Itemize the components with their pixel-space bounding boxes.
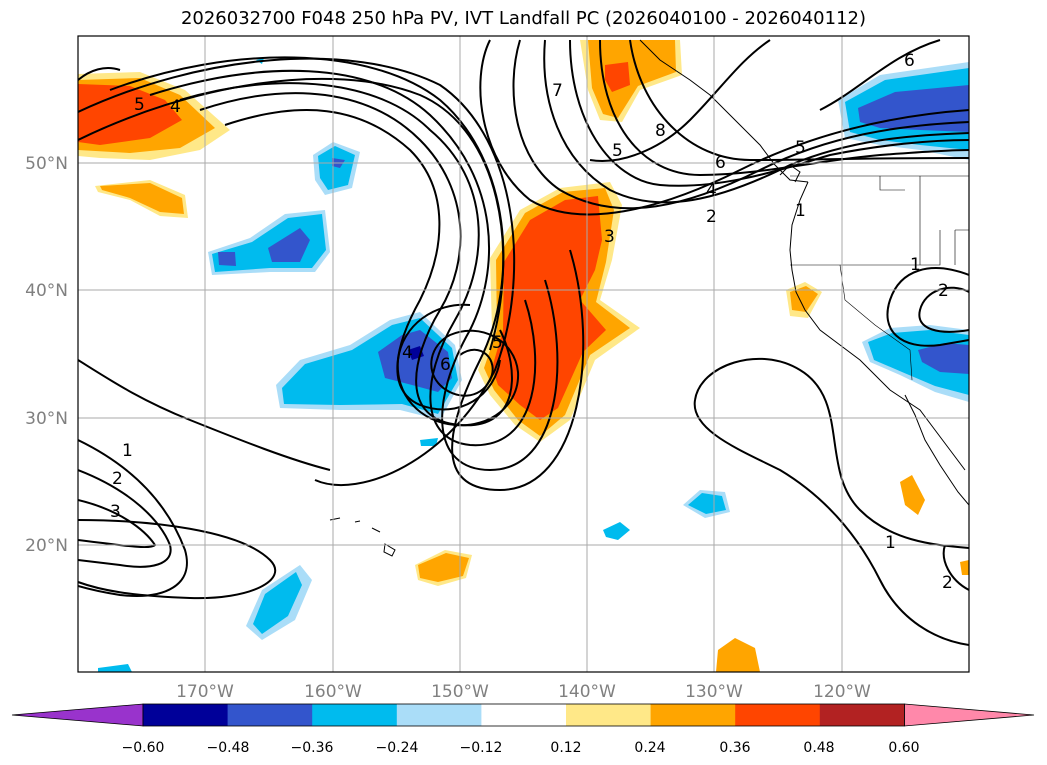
- contour-label: 6: [904, 51, 915, 71]
- colorbar-tick-label: −0.60: [122, 740, 165, 756]
- positive-shading-north: [580, 40, 682, 122]
- colorbar-swatch: [227, 704, 313, 726]
- colorbar-tick-label: −0.36: [291, 740, 334, 756]
- colorbar-swatch: [566, 704, 652, 726]
- contour-label: 6: [715, 153, 726, 173]
- graticule: [78, 36, 969, 672]
- colorbar-tick-label: −0.12: [460, 740, 503, 756]
- colorbar-ticks: −0.60 −0.48 −0.36 −0.24 −0.12 0.12 0.24 …: [122, 740, 920, 756]
- contour-label: 5: [795, 138, 806, 158]
- lon-label: 150°W: [431, 682, 489, 702]
- contour-label: 4: [402, 343, 413, 363]
- contour-label: 4: [170, 97, 181, 117]
- colorbar-tick-label: −0.48: [207, 740, 250, 756]
- contour-labels: 1 2 3 4 5 6 7 8 5 4 6 5 4 2 1 3 5 6 1 2 …: [110, 51, 953, 593]
- contour-label: 1: [910, 255, 921, 275]
- contour-label: 5: [134, 95, 145, 115]
- contour-label: 2: [942, 573, 953, 593]
- lon-label: 120°W: [813, 682, 871, 702]
- contour-label: 3: [604, 227, 615, 247]
- contour-label: 8: [655, 121, 666, 141]
- colorbar-frame: [142, 703, 905, 727]
- lat-labels: 50°N 40°N 30°N 20°N: [25, 154, 68, 556]
- colorbar-tick-label: 0.36: [719, 740, 750, 756]
- lon-label: 140°W: [558, 682, 616, 702]
- lat-label: 50°N: [25, 154, 68, 174]
- contour-label: 1: [795, 201, 806, 221]
- coastlines: [329, 39, 969, 557]
- map-title: 2026032700 F048 250 hPa PV, IVT Landfall…: [180, 8, 867, 29]
- contour-label: 2: [706, 207, 717, 227]
- lon-label: 170°W: [176, 682, 234, 702]
- contour-label: 3: [110, 502, 121, 522]
- map-frame: [77, 35, 970, 673]
- lat-label: 20°N: [25, 536, 68, 556]
- pv-contours: [78, 39, 969, 646]
- contour-label: 1: [885, 533, 896, 553]
- colorbar-swatch: [481, 704, 567, 726]
- positive-shading-blob: [95, 180, 188, 218]
- colorbar-swatch: [312, 704, 398, 726]
- colorbar: [11, 703, 1035, 727]
- colorbar-swatch: [904, 703, 1035, 727]
- negative-shading-bands: [98, 58, 730, 672]
- contour-label: 2: [112, 469, 123, 489]
- colorbar-tick-label: 0.48: [803, 740, 834, 756]
- contour-label: 7: [552, 81, 563, 101]
- negative-shading-west: [276, 312, 462, 446]
- lon-label: 130°W: [685, 682, 743, 702]
- colorbar-swatch: [819, 704, 905, 726]
- lat-label: 40°N: [25, 281, 68, 301]
- colorbar-tick-label: 0.60: [888, 740, 919, 756]
- contour-label: 2: [938, 281, 949, 301]
- colorbar-tick-label: 0.24: [634, 740, 665, 756]
- contour-label: 6: [440, 355, 451, 375]
- contour-label: 5: [492, 333, 503, 353]
- colorbar-swatch: [396, 704, 482, 726]
- contour-label: 5: [612, 141, 623, 161]
- colorbar-tick-label: −0.24: [376, 740, 419, 756]
- lat-label: 30°N: [25, 409, 68, 429]
- colorbar-swatch: [650, 704, 736, 726]
- positive-shading-small: [415, 282, 969, 672]
- colorbar-swatch: [735, 704, 821, 726]
- lon-label: 160°W: [304, 682, 362, 702]
- contour-label: 1: [122, 441, 133, 461]
- colorbar-tick-label: 0.12: [550, 740, 581, 756]
- borders: [790, 175, 969, 381]
- colorbar-swatch: [143, 704, 229, 726]
- lon-labels: 170°W 160°W 150°W 140°W 130°W 120°W: [176, 682, 871, 702]
- colorbar-swatch: [11, 703, 144, 727]
- contour-label: 4: [706, 181, 717, 201]
